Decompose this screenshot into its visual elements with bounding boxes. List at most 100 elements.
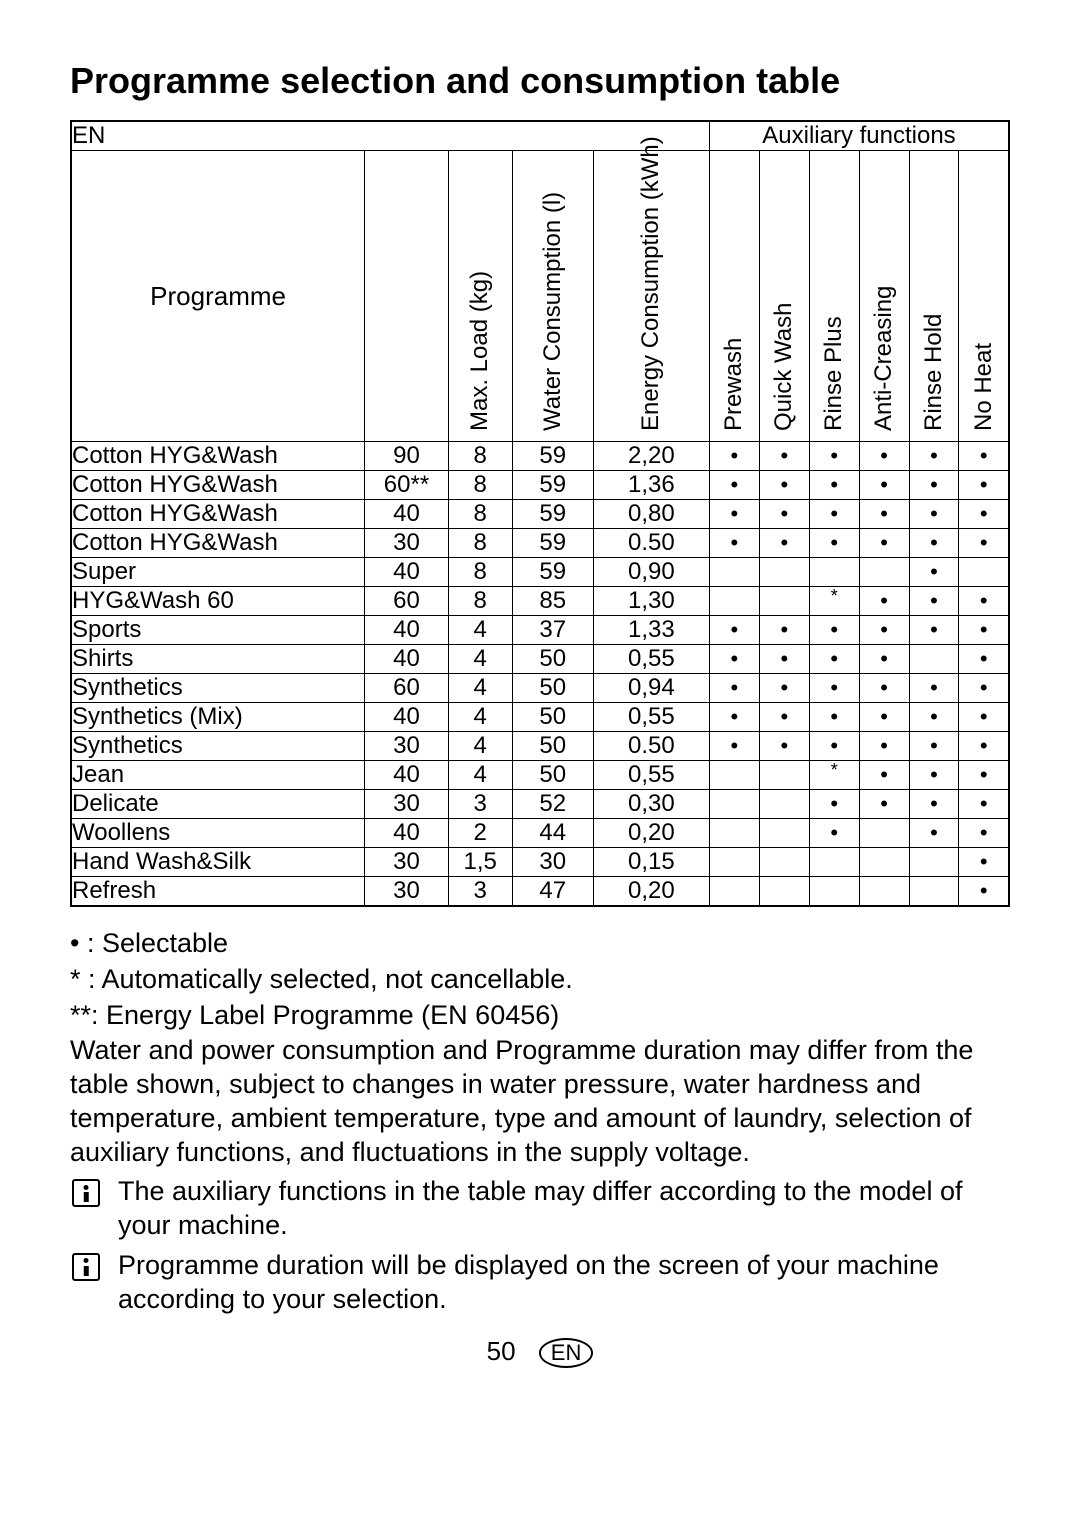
cell-aux: • — [959, 587, 1009, 616]
cell-aux — [709, 848, 759, 877]
cell-temp: 40 — [365, 645, 449, 674]
cell-energy: 1,36 — [593, 471, 709, 500]
col-aux-4: Rinse Hold — [909, 151, 959, 442]
cell-aux — [759, 761, 809, 790]
cell-water: 59 — [512, 500, 593, 529]
cell-aux: • — [759, 471, 809, 500]
cell-energy: 0,15 — [593, 848, 709, 877]
cell-load: 8 — [448, 500, 512, 529]
cell-temp: 90 — [365, 442, 449, 471]
cell-load: 4 — [448, 761, 512, 790]
cell-aux: • — [709, 500, 759, 529]
cell-aux: • — [959, 471, 1009, 500]
cell-load: 8 — [448, 471, 512, 500]
cell-programme: HYG&Wash 60 — [71, 587, 365, 616]
table-row: Cotton HYG&Wash408590,80•••••• — [71, 500, 1009, 529]
cell-water: 50 — [512, 761, 593, 790]
info-icon — [72, 1253, 100, 1281]
info-text-2: Programme duration will be displayed on … — [118, 1249, 1010, 1317]
cell-load: 2 — [448, 819, 512, 848]
cell-aux: • — [759, 645, 809, 674]
cell-programme: Hand Wash&Silk — [71, 848, 365, 877]
col-programme: Programme — [71, 151, 365, 442]
cell-aux — [709, 558, 759, 587]
table-row: Cotton HYG&Wash908592,20•••••• — [71, 442, 1009, 471]
cell-aux: • — [959, 616, 1009, 645]
table-row: Synthetics604500,94•••••• — [71, 674, 1009, 703]
cell-water: 59 — [512, 529, 593, 558]
table-row: Super408590,90• — [71, 558, 1009, 587]
cell-aux — [809, 848, 859, 877]
cell-programme: Sports — [71, 616, 365, 645]
cell-aux: • — [909, 819, 959, 848]
table-row: Jean404500,55*••• — [71, 761, 1009, 790]
cell-aux: • — [909, 732, 959, 761]
cell-aux: • — [759, 500, 809, 529]
cell-energy: 1,30 — [593, 587, 709, 616]
col-energy: Energy Consumption (kWh) — [593, 151, 709, 442]
page-title: Programme selection and consumption tabl… — [70, 60, 1010, 102]
cell-load: 4 — [448, 616, 512, 645]
cell-aux: • — [709, 471, 759, 500]
cell-aux: • — [959, 500, 1009, 529]
cell-programme: Synthetics — [71, 674, 365, 703]
cell-aux: • — [959, 819, 1009, 848]
cell-water: 47 — [512, 877, 593, 907]
cell-aux — [759, 848, 809, 877]
table-row: Woollens402440,20••• — [71, 819, 1009, 848]
cell-aux: • — [759, 674, 809, 703]
cell-aux: • — [959, 732, 1009, 761]
col-aux-1: Quick Wash — [759, 151, 809, 442]
page-footer: 50 EN — [70, 1336, 1010, 1368]
cell-aux: • — [909, 442, 959, 471]
cell-aux: • — [809, 645, 859, 674]
cell-aux: • — [709, 674, 759, 703]
cell-aux: • — [909, 761, 959, 790]
cell-energy: 0,30 — [593, 790, 709, 819]
cell-aux: • — [959, 442, 1009, 471]
cell-aux: • — [709, 703, 759, 732]
cell-load: 4 — [448, 703, 512, 732]
cell-aux: • — [909, 790, 959, 819]
cell-temp: 60 — [365, 587, 449, 616]
programme-table: EN Auxiliary functions Programme Max. Lo… — [70, 120, 1010, 907]
cell-aux — [959, 558, 1009, 587]
info-text-1: The auxiliary functions in the table may… — [118, 1175, 1010, 1243]
cell-energy: 0,80 — [593, 500, 709, 529]
cell-aux — [759, 587, 809, 616]
cell-aux — [859, 558, 909, 587]
cell-aux: • — [809, 471, 859, 500]
cell-programme: Delicate — [71, 790, 365, 819]
cell-aux — [709, 877, 759, 907]
cell-aux: • — [809, 442, 859, 471]
cell-programme: Cotton HYG&Wash — [71, 500, 365, 529]
cell-energy: 0,94 — [593, 674, 709, 703]
cell-load: 8 — [448, 529, 512, 558]
cell-load: 1,5 — [448, 848, 512, 877]
table-row: Cotton HYG&Wash60**8591,36•••••• — [71, 471, 1009, 500]
cell-temp: 40 — [365, 703, 449, 732]
cell-water: 44 — [512, 819, 593, 848]
cell-aux — [909, 645, 959, 674]
cell-aux: • — [859, 616, 909, 645]
cell-aux — [709, 819, 759, 848]
cell-aux: • — [909, 529, 959, 558]
cell-aux: • — [959, 529, 1009, 558]
col-aux-2: Rinse Plus — [809, 151, 859, 442]
cell-aux: • — [959, 790, 1009, 819]
cell-aux: • — [859, 703, 909, 732]
cell-energy: 0,55 — [593, 703, 709, 732]
cell-water: 85 — [512, 587, 593, 616]
cell-programme: Cotton HYG&Wash — [71, 529, 365, 558]
cell-aux: • — [909, 558, 959, 587]
cell-aux: • — [809, 790, 859, 819]
cell-aux: • — [959, 761, 1009, 790]
header-en-label: EN — [71, 121, 709, 151]
cell-aux: • — [959, 645, 1009, 674]
cell-aux — [859, 848, 909, 877]
cell-aux: • — [809, 674, 859, 703]
legend-note: Water and power consumption and Programm… — [70, 1034, 1010, 1169]
cell-aux — [809, 558, 859, 587]
cell-aux: • — [909, 500, 959, 529]
cell-water: 52 — [512, 790, 593, 819]
